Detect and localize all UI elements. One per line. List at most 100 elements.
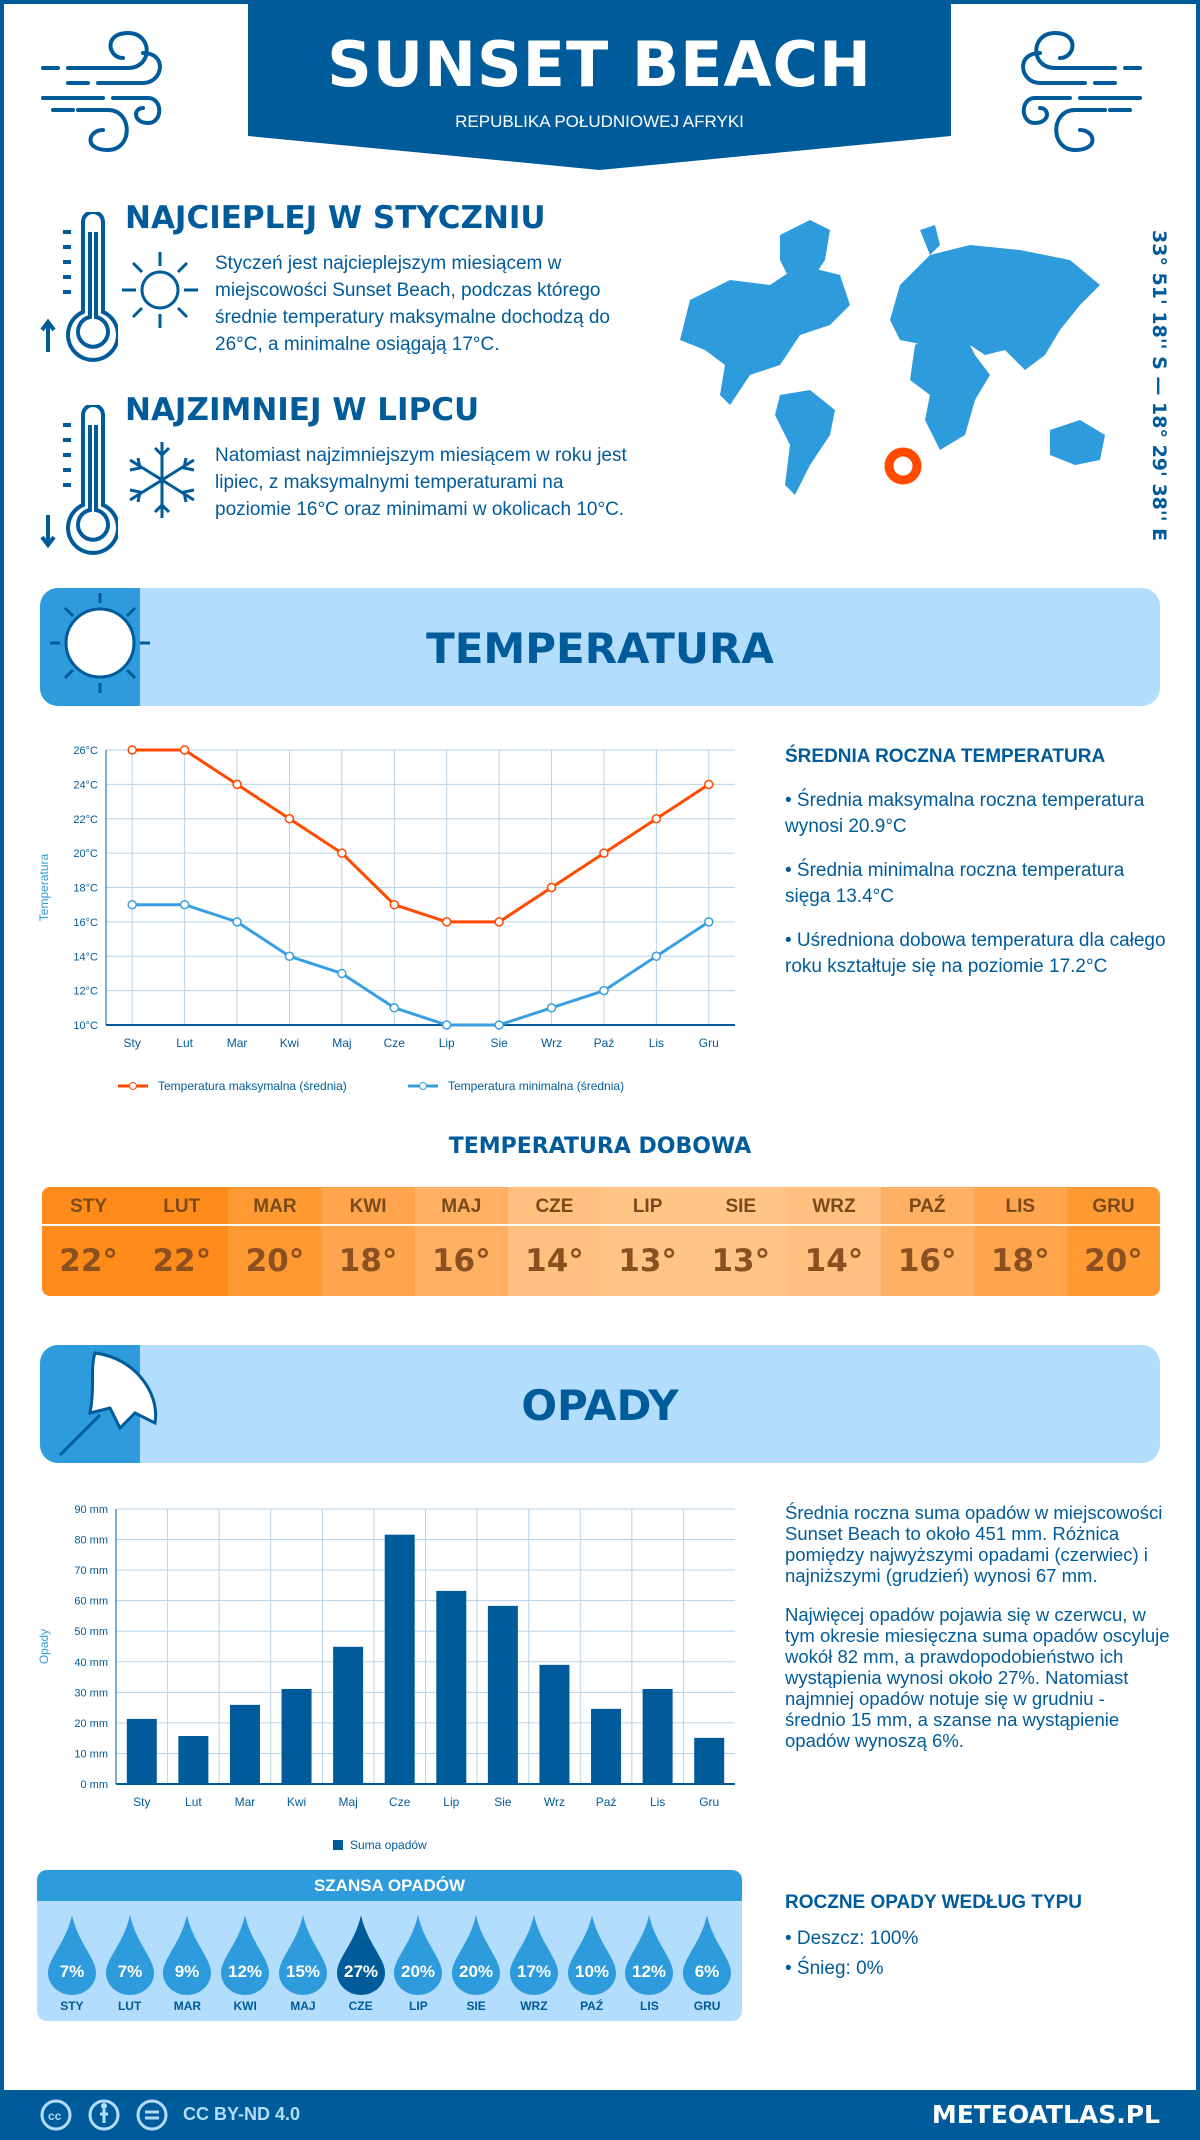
month-label: MAJ bbox=[414, 1187, 508, 1226]
bar-Maj bbox=[333, 1646, 364, 1784]
x-tick-label: Mar bbox=[235, 1795, 256, 1809]
y-tick-label: 10°C bbox=[73, 1020, 98, 1032]
raindrop-icon: 12% bbox=[625, 1915, 674, 1995]
data-point bbox=[389, 1003, 400, 1013]
month-label: PAŹ bbox=[580, 1999, 604, 2013]
daily-temp-sie: SIE 13° bbox=[694, 1187, 788, 1296]
chance-value: 20% bbox=[401, 1962, 435, 1981]
month-label: LIP bbox=[409, 1999, 428, 2013]
bar-Gru bbox=[694, 1737, 725, 1784]
daily-temp-cze: CZE 14° bbox=[507, 1187, 602, 1296]
x-tick-label: Sty bbox=[124, 1036, 141, 1050]
precip-types-heading: ROCZNE OPADY WEDŁUG TYPU bbox=[785, 1892, 1082, 1913]
sun-icon bbox=[122, 252, 198, 328]
temp-value: 18° bbox=[990, 1243, 1050, 1279]
bar-Cze bbox=[384, 1534, 415, 1784]
y-tick-label: 20 mm bbox=[74, 1718, 108, 1730]
temp-value: 16° bbox=[431, 1243, 491, 1279]
data-point bbox=[546, 1003, 557, 1013]
month-label: STY bbox=[42, 1187, 136, 1226]
bar-Mar bbox=[229, 1704, 260, 1784]
chance-value: 15% bbox=[286, 1962, 320, 1981]
temp-value: 20° bbox=[1084, 1243, 1143, 1279]
month-label: LIS bbox=[973, 1187, 1067, 1226]
chance-lis: 12% LIS bbox=[621, 1901, 679, 2013]
daily-temp-wrz: WRZ 14° bbox=[787, 1187, 881, 1296]
chance-value: 12% bbox=[632, 1962, 666, 1981]
coldest-heading: NAJZIMNIEJ W LIPCU bbox=[125, 392, 480, 428]
temperature-section-header: TEMPERATURA bbox=[40, 588, 1160, 706]
raindrop-icon: 15% bbox=[278, 1915, 327, 1995]
daily-temp-lut: LUT 22° bbox=[135, 1187, 229, 1296]
legend-marker bbox=[129, 1082, 137, 1090]
x-tick-label: Lip bbox=[439, 1036, 455, 1050]
chance-gru: 6% GRU bbox=[678, 1901, 736, 2013]
x-tick-label: Lis bbox=[649, 1036, 664, 1050]
y-tick-label: 50 mm bbox=[74, 1626, 108, 1638]
thermometer-up-icon bbox=[40, 212, 118, 362]
month-label: LIP bbox=[601, 1187, 695, 1226]
chance-value: 6% bbox=[695, 1962, 720, 1981]
raindrop-icon: 7% bbox=[47, 1915, 96, 1995]
data-point bbox=[284, 951, 295, 961]
x-tick-label: Lis bbox=[650, 1795, 665, 1809]
chance-lut: 7% LUT bbox=[101, 1901, 159, 2013]
chance-maj: 15% MAJ bbox=[274, 1901, 332, 2013]
location-marker-icon bbox=[884, 447, 922, 485]
type-rain: • Deszcz: 100% bbox=[785, 1928, 919, 1949]
y-tick-label: 14°C bbox=[73, 951, 98, 963]
raindrop-icon: 12% bbox=[221, 1915, 270, 1995]
y-tick-label: 16°C bbox=[73, 917, 98, 929]
x-tick-label: Cze bbox=[384, 1036, 406, 1050]
legend-label: Suma opadów bbox=[350, 1838, 427, 1852]
data-point bbox=[441, 917, 452, 927]
stat-min: • Średnia minimalna roczna temperatura s… bbox=[785, 860, 1125, 907]
x-tick-label: Paź bbox=[594, 1036, 615, 1050]
data-point bbox=[704, 779, 714, 790]
chance-sty: 7% STY bbox=[43, 1901, 101, 2013]
y-tick-label: 12°C bbox=[73, 986, 98, 998]
chance-value: 10% bbox=[575, 1962, 609, 1981]
chance-cze: 27% CZE bbox=[332, 1901, 390, 2013]
footer: cc CC BY-ND 4.0 METEOATLAS.PL bbox=[0, 2090, 1200, 2140]
cc-license-icons: cc bbox=[40, 2099, 168, 2131]
temp-value: 13° bbox=[618, 1243, 677, 1279]
data-point bbox=[651, 814, 662, 824]
x-tick-label: Lut bbox=[176, 1036, 193, 1050]
x-tick-label: Wrz bbox=[544, 1795, 565, 1809]
y-tick-label: 30 mm bbox=[74, 1687, 108, 1699]
precip-text: Średnia roczna suma opadów w miejscowośc… bbox=[785, 1502, 1170, 1769]
bar-Sty bbox=[126, 1718, 157, 1784]
data-point bbox=[127, 745, 137, 755]
data-point bbox=[284, 814, 295, 824]
x-tick-label: Gru bbox=[699, 1036, 719, 1050]
temp-value: 13° bbox=[711, 1243, 771, 1279]
data-point bbox=[599, 848, 609, 858]
data-point bbox=[494, 917, 504, 927]
raindrop-icon: 20% bbox=[452, 1915, 501, 1995]
precipitation-chart: 0 mm 10 mm 20 mm 30 mm 40 mm 50 mm 60 mm 70 mm 8… bbox=[37, 1504, 735, 1852]
data-point bbox=[127, 899, 137, 910]
daily-temp-title: TEMPERATURA DOBOWA bbox=[448, 1134, 752, 1159]
data-point bbox=[389, 899, 400, 910]
site-link[interactable]: METEOATLAS.PL bbox=[931, 2100, 1160, 2129]
temperature-section-title: TEMPERATURA bbox=[426, 624, 774, 673]
data-point bbox=[232, 917, 242, 927]
daily-temp-kwi: KWI 18° bbox=[321, 1187, 415, 1296]
x-tick-label: Gru bbox=[699, 1795, 719, 1809]
coldest-text: Natomiast najzimniejszym miesiącem w rok… bbox=[215, 445, 627, 520]
legend-marker bbox=[419, 1082, 427, 1090]
data-point bbox=[337, 968, 347, 979]
bar-Lut bbox=[178, 1736, 209, 1784]
month-label: CZE bbox=[507, 1187, 602, 1226]
sun-large-icon bbox=[50, 593, 150, 693]
y-tick-label: 10 mm bbox=[74, 1748, 108, 1760]
y-axis-label: Opady bbox=[37, 1629, 51, 1664]
chance-value: 7% bbox=[60, 1962, 85, 1981]
data-point bbox=[704, 917, 714, 927]
x-tick-label: Paź bbox=[596, 1795, 617, 1809]
daily-temp-gru: GRU 20° bbox=[1066, 1187, 1160, 1296]
data-point bbox=[179, 899, 190, 910]
x-tick-label: Kwi bbox=[280, 1036, 299, 1050]
month-label: MAR bbox=[173, 1999, 202, 2013]
